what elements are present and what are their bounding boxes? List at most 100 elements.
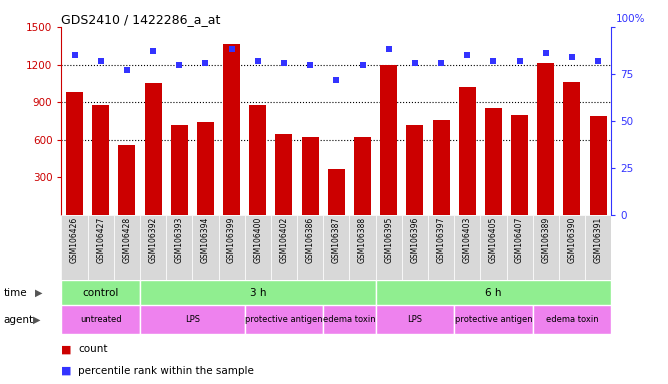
Point <box>200 60 211 66</box>
Point <box>593 58 603 64</box>
Bar <box>401 215 428 280</box>
Text: ■: ■ <box>61 366 72 376</box>
Point <box>462 52 472 58</box>
Bar <box>480 215 506 280</box>
Text: 6 h: 6 h <box>485 288 502 298</box>
Bar <box>297 215 323 280</box>
Bar <box>433 120 450 215</box>
Bar <box>349 215 375 280</box>
Text: GSM106402: GSM106402 <box>279 217 289 263</box>
Text: GSM106391: GSM106391 <box>594 217 603 263</box>
Bar <box>375 305 454 334</box>
Bar <box>563 82 580 215</box>
Text: time: time <box>3 288 27 298</box>
Bar <box>590 116 607 215</box>
Point <box>69 52 80 58</box>
Text: GSM106427: GSM106427 <box>96 217 106 263</box>
Bar <box>323 215 349 280</box>
Bar <box>375 215 401 280</box>
Text: GSM106387: GSM106387 <box>332 217 341 263</box>
Point <box>383 46 394 53</box>
Text: GSM106395: GSM106395 <box>384 217 393 263</box>
Point <box>253 58 263 64</box>
Point <box>436 60 446 66</box>
Point <box>566 54 577 60</box>
Bar <box>92 105 110 215</box>
Bar <box>61 280 140 305</box>
Text: GSM106386: GSM106386 <box>306 217 315 263</box>
Bar <box>428 215 454 280</box>
Point <box>148 48 158 55</box>
Text: untreated: untreated <box>80 315 122 324</box>
Bar <box>302 137 319 215</box>
Bar <box>197 122 214 215</box>
Bar <box>328 169 345 215</box>
Bar <box>244 305 323 334</box>
Point <box>122 67 132 73</box>
Text: GSM106403: GSM106403 <box>463 217 472 263</box>
Bar <box>375 280 611 305</box>
Point <box>488 58 499 64</box>
Point <box>279 60 289 66</box>
Bar <box>166 215 192 280</box>
Text: GSM106389: GSM106389 <box>541 217 550 263</box>
Text: LPS: LPS <box>185 315 200 324</box>
Text: control: control <box>83 288 119 298</box>
Bar <box>459 87 476 215</box>
Text: 100%: 100% <box>615 14 645 24</box>
Bar <box>354 137 371 215</box>
Bar <box>244 215 271 280</box>
Point <box>540 50 551 56</box>
Bar <box>114 215 140 280</box>
Text: GSM106392: GSM106392 <box>148 217 158 263</box>
Bar <box>192 215 218 280</box>
Point <box>357 61 368 68</box>
Bar <box>218 215 244 280</box>
Text: agent: agent <box>3 314 33 325</box>
Bar <box>532 305 611 334</box>
Bar <box>406 125 424 215</box>
Bar <box>171 125 188 215</box>
Text: count: count <box>78 344 108 354</box>
Point <box>514 58 525 64</box>
Text: ■: ■ <box>61 344 72 354</box>
Text: percentile rank within the sample: percentile rank within the sample <box>78 366 254 376</box>
Text: protective antigen: protective antigen <box>245 315 323 324</box>
Bar <box>380 65 397 215</box>
Bar <box>585 215 611 280</box>
Bar <box>271 215 297 280</box>
Bar <box>454 215 480 280</box>
Bar <box>454 305 532 334</box>
Bar <box>537 63 554 215</box>
Text: ▶: ▶ <box>35 288 42 298</box>
Text: edema toxin: edema toxin <box>323 315 375 324</box>
Bar <box>275 134 293 215</box>
Text: LPS: LPS <box>407 315 422 324</box>
Bar <box>140 280 375 305</box>
Text: GSM106405: GSM106405 <box>489 217 498 263</box>
Bar <box>61 305 140 334</box>
Bar <box>140 305 244 334</box>
Bar <box>323 305 375 334</box>
Bar <box>144 83 162 215</box>
Text: GSM106428: GSM106428 <box>122 217 132 263</box>
Bar <box>532 215 559 280</box>
Text: GSM106399: GSM106399 <box>227 217 236 263</box>
Text: GSM106397: GSM106397 <box>437 217 446 263</box>
Bar <box>559 215 585 280</box>
Bar <box>88 215 114 280</box>
Text: protective antigen: protective antigen <box>455 315 532 324</box>
Text: GSM106407: GSM106407 <box>515 217 524 263</box>
Point <box>96 58 106 64</box>
Bar <box>140 215 166 280</box>
Text: GSM106393: GSM106393 <box>175 217 184 263</box>
Bar <box>66 92 83 215</box>
Text: GSM106400: GSM106400 <box>253 217 263 263</box>
Point <box>409 60 420 66</box>
Bar <box>118 145 136 215</box>
Text: 3 h: 3 h <box>250 288 266 298</box>
Text: GSM106396: GSM106396 <box>410 217 420 263</box>
Bar <box>485 108 502 215</box>
Point <box>305 61 315 68</box>
Text: GSM106388: GSM106388 <box>358 217 367 263</box>
